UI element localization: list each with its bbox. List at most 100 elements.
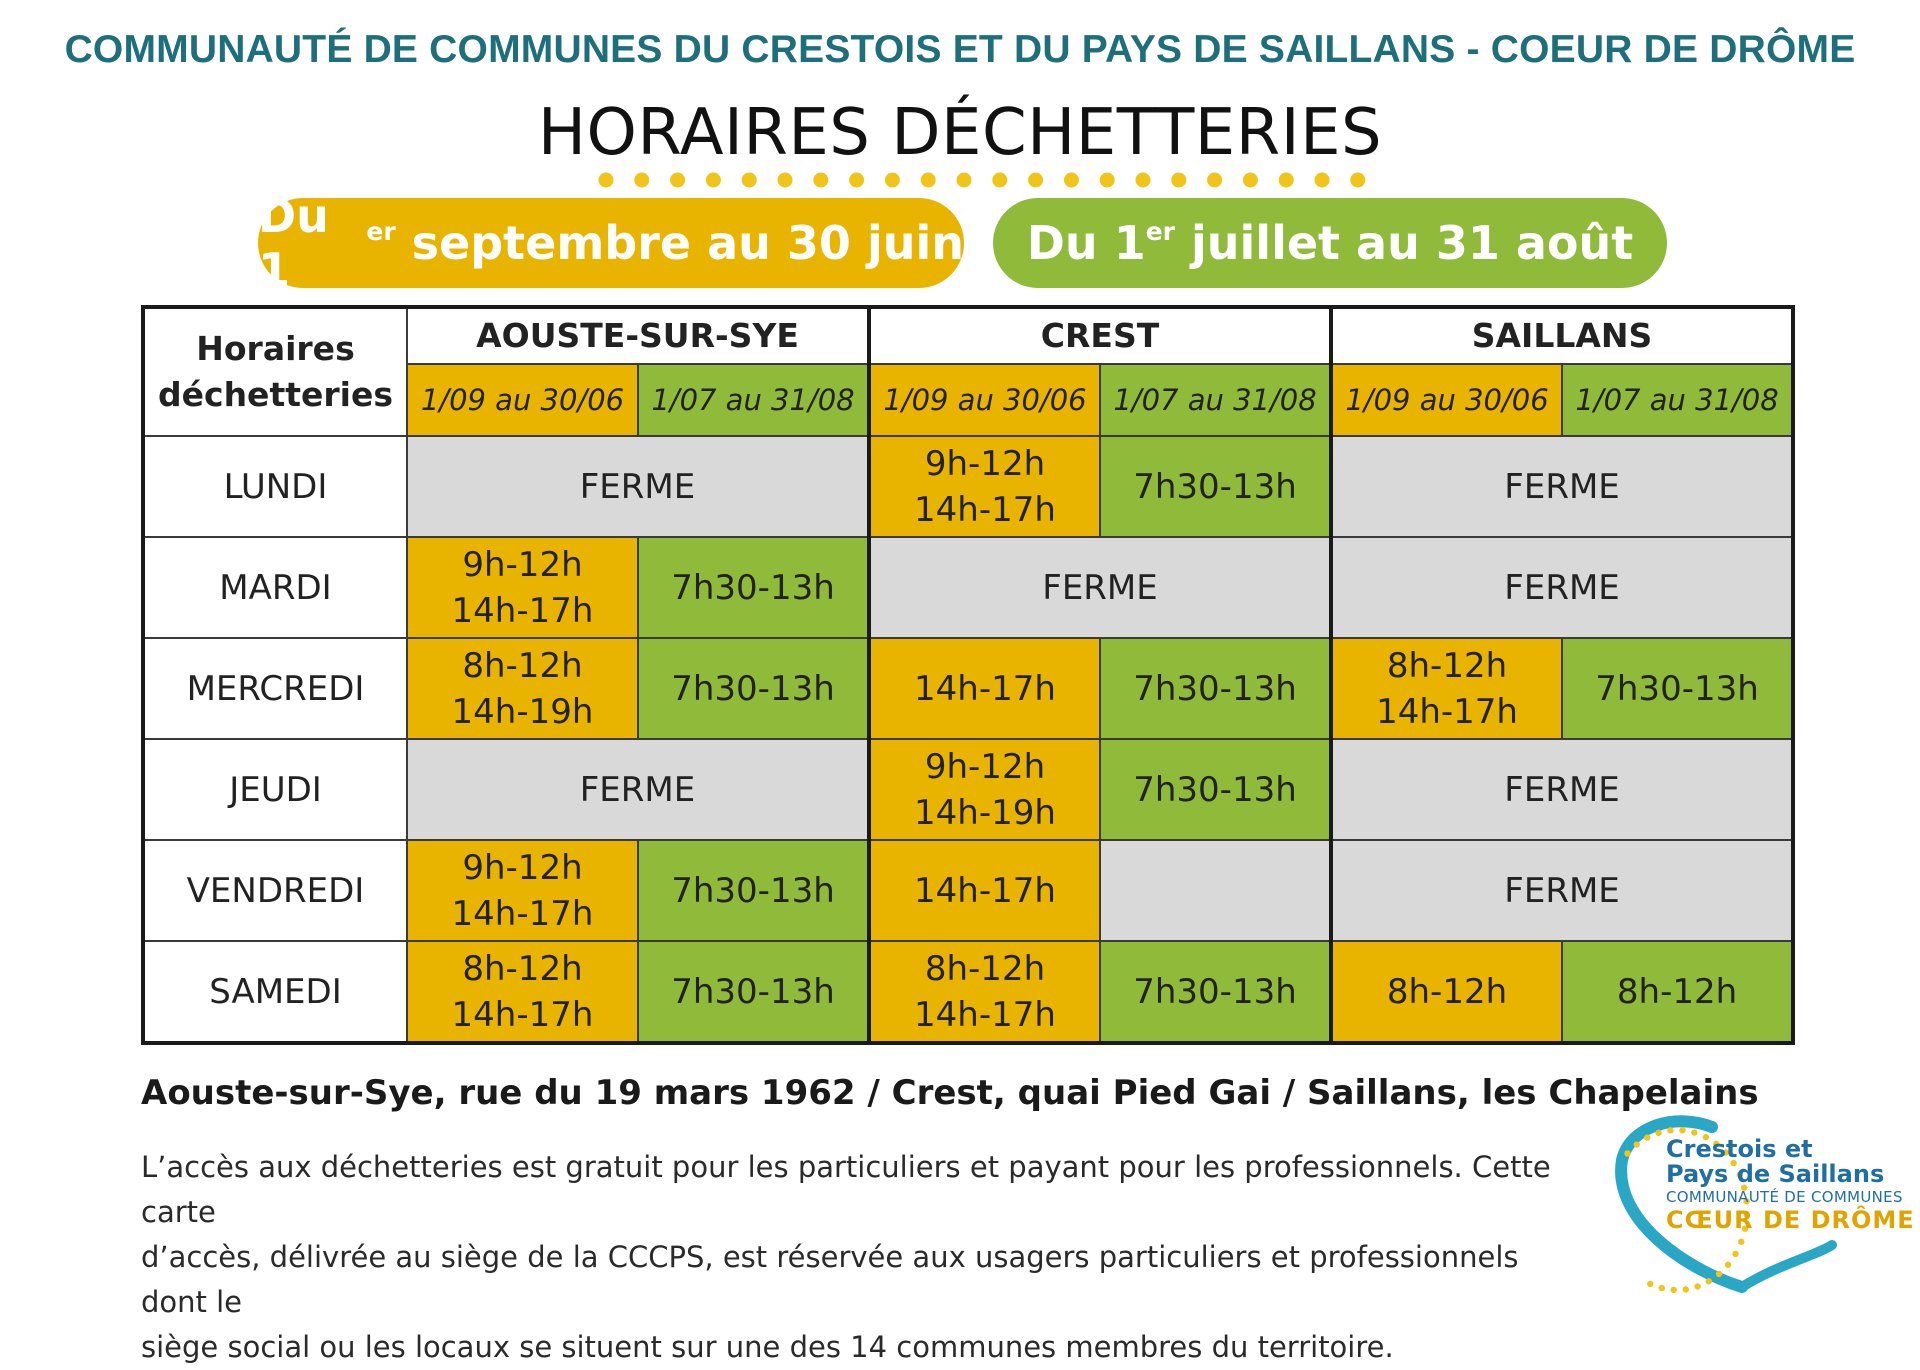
- hours-cell: 7h30-13h: [1098, 738, 1333, 841]
- logo-dot: [1736, 1171, 1744, 1179]
- title-dot: [920, 172, 936, 188]
- logo-dot: [1679, 1127, 1686, 1134]
- logo-dot: [1743, 1211, 1751, 1219]
- logo-dot: [1633, 1141, 1640, 1148]
- hours-line: 9h-12h: [462, 544, 583, 585]
- dotted-underline-decoration: [598, 172, 1366, 188]
- title-dot: [1242, 172, 1258, 188]
- day-label: LUNDI: [142, 435, 408, 538]
- logo-dot: [1694, 1283, 1701, 1290]
- hours-line: 14h-17h: [451, 590, 594, 631]
- hours-cell: 7h30-13h: [1098, 940, 1333, 1044]
- logo-dot: [1705, 1278, 1712, 1285]
- hours-line: 14h-19h: [914, 792, 1056, 833]
- period-cell-summer: 1/07 au 31/08: [1561, 363, 1795, 437]
- day-label: MARDI: [142, 536, 408, 639]
- empty-closed-cell: [1098, 839, 1333, 942]
- logo-dot: [1682, 1286, 1689, 1293]
- hours-cell: 7h30-13h: [637, 839, 870, 942]
- table-row-vendredi: VENDREDI 9h-12h 14h-17h 7h30-13h 14h-17h…: [142, 839, 1795, 942]
- paragraph-line: d’accès, délivrée au siège de la CCCPS, …: [141, 1240, 1519, 1319]
- title-dot: [634, 172, 650, 188]
- corner-line-2: déchetteries: [158, 375, 393, 414]
- period-cell-summer: 1/07 au 31/08: [637, 363, 870, 437]
- period-badge-winter: Du 1 er septembre au 30 juin: [258, 189, 964, 297]
- organization-title: COMMUNAUTÉ DE COMMUNES DU CRESTOIS ET DU…: [64, 28, 1856, 71]
- period-badge-summer-suffix: juillet au 31 août: [1175, 216, 1634, 270]
- schedule-table: Horaires déchetteries AOUSTE-SUR-SYE CRE…: [141, 305, 1796, 1045]
- title-dot: [1314, 172, 1330, 188]
- title-dot: [884, 172, 900, 188]
- hours-line: 9h-12h: [924, 746, 1046, 787]
- closed-cell: FERME: [1329, 435, 1795, 538]
- title-dot: [813, 172, 829, 188]
- logo-dot: [1722, 1149, 1729, 1156]
- cccps-heart-logo-icon: [1615, 1115, 1837, 1294]
- hours-cell: 7h30-13h: [1098, 637, 1333, 740]
- logo-dot: [1658, 1284, 1665, 1292]
- title-dot: [956, 172, 972, 188]
- table-row-mardi: MARDI 9h-12h 14h-17h 7h30-13h FERME FERM…: [142, 536, 1795, 639]
- table-row-mercredi: MERCREDI 8h-12h 14h-19h 7h30-13h 14h-17h…: [142, 637, 1795, 740]
- period-cell-winter: 1/09 au 30/06: [867, 363, 1101, 437]
- hours-cell: 9h-12h 14h-17h: [406, 839, 639, 942]
- logo-line-1: Crestois et: [1666, 1135, 1813, 1163]
- hours-cell: 9h-12h 14h-17h: [867, 435, 1101, 538]
- logo-dot: [1667, 1127, 1674, 1134]
- closed-cell: FERME: [406, 435, 870, 538]
- title-dot: [1028, 172, 1044, 188]
- logo-dot: [1670, 1286, 1677, 1294]
- title-dot: [670, 172, 686, 188]
- logo-dot: [1624, 1150, 1631, 1157]
- logo-dot: [1643, 1134, 1651, 1141]
- hours-cell: 7h30-13h: [1561, 637, 1795, 740]
- logo-dot: [1724, 1261, 1732, 1268]
- logo-dot: [1743, 1198, 1750, 1205]
- hours-cell: 14h-17h: [867, 637, 1101, 740]
- hours-line: 9h-12h: [924, 443, 1046, 484]
- addresses-line: Aouste-sur-Sye, rue du 19 mars 1962 / Cr…: [141, 1073, 1759, 1113]
- title-dot: [1063, 172, 1079, 188]
- period-badge-summer: Du 1 er juillet au 31 août: [993, 198, 1667, 288]
- site-header-aouste: AOUSTE-SUR-SYE: [406, 306, 870, 365]
- period-cell-summer: 1/07 au 31/08: [1098, 363, 1333, 437]
- hours-cell: 8h-12h: [1561, 940, 1795, 1044]
- page-title: HORAIRES DÉCHETTERIES: [537, 96, 1383, 170]
- period-badge-summer-sup: er: [1145, 216, 1175, 246]
- hours-line: 14h-17h: [1376, 691, 1518, 732]
- title-dot: [1099, 172, 1115, 188]
- title-dot: [1278, 172, 1294, 188]
- closed-cell: FERME: [1329, 839, 1795, 942]
- hours-line: 8h-12h: [1386, 645, 1508, 686]
- title-dot: [1135, 172, 1151, 188]
- hours-line: 14h-19h: [451, 691, 594, 732]
- hours-line: 14h-17h: [914, 489, 1056, 530]
- period-cell-winter: 1/09 au 30/06: [1329, 363, 1564, 437]
- logo-dot: [1691, 1129, 1698, 1136]
- logo-dot: [1730, 1159, 1737, 1167]
- closed-cell: FERME: [866, 536, 1333, 639]
- title-dot: [777, 172, 793, 188]
- logo-dot: [1741, 1184, 1748, 1191]
- hours-line: 8h-12h: [462, 948, 583, 989]
- logo-line-2: Pays de Saillans: [1666, 1160, 1885, 1188]
- table-corner-header: Horaires déchetteries: [142, 306, 408, 437]
- logo-dot: [1738, 1238, 1745, 1245]
- day-label: JEUDI: [142, 738, 408, 841]
- title-dot: [598, 172, 614, 188]
- hours-cell: 14h-17h: [867, 839, 1101, 942]
- closed-cell: FERME: [1329, 536, 1795, 639]
- period-badge-winter-sup: er: [366, 216, 396, 246]
- hours-cell: 7h30-13h: [1098, 435, 1333, 538]
- day-label: SAMEDI: [142, 940, 408, 1044]
- logo-line-3: COMMUNAUTÉ DE COMMUNES: [1666, 1188, 1903, 1206]
- logo-dot: [1715, 1270, 1723, 1278]
- closed-cell: FERME: [406, 738, 870, 841]
- title-dot: [1207, 172, 1223, 188]
- paragraph-line: siège social ou les locaux se situent su…: [141, 1330, 1394, 1364]
- title-dot: [741, 172, 757, 188]
- period-badge-summer-prefix: Du 1: [1026, 216, 1146, 270]
- hours-cell: 7h30-13h: [637, 637, 870, 740]
- hours-line: 9h-12h: [462, 847, 583, 888]
- logo-dot: [1732, 1250, 1739, 1258]
